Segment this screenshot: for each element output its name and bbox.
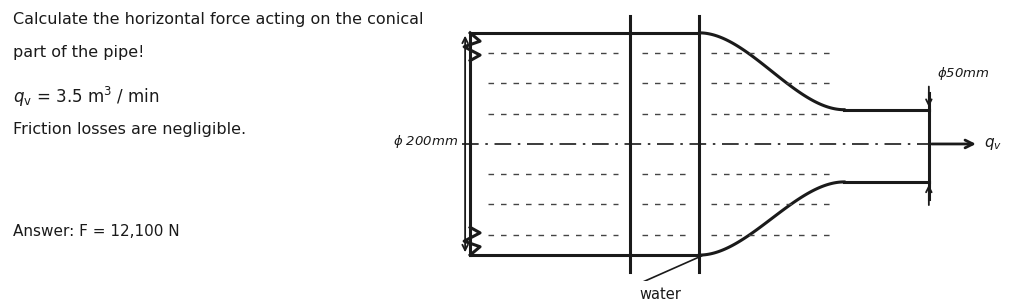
Text: Friction losses are negligible.: Friction losses are negligible. — [13, 122, 246, 137]
Text: Answer: F = 12,100 N: Answer: F = 12,100 N — [13, 223, 180, 239]
Text: part of the pipe!: part of the pipe! — [13, 45, 144, 60]
Text: water: water — [640, 287, 681, 301]
Text: $q_\mathrm{v}$ = 3.5 m$^3$ / min: $q_\mathrm{v}$ = 3.5 m$^3$ / min — [13, 85, 160, 109]
Text: $q_v$: $q_v$ — [983, 136, 1002, 152]
Text: $\phi$50mm: $\phi$50mm — [937, 65, 990, 82]
Text: Calculate the horizontal force acting on the conical: Calculate the horizontal force acting on… — [13, 12, 424, 27]
Text: $\phi$ 200mm: $\phi$ 200mm — [393, 133, 458, 150]
